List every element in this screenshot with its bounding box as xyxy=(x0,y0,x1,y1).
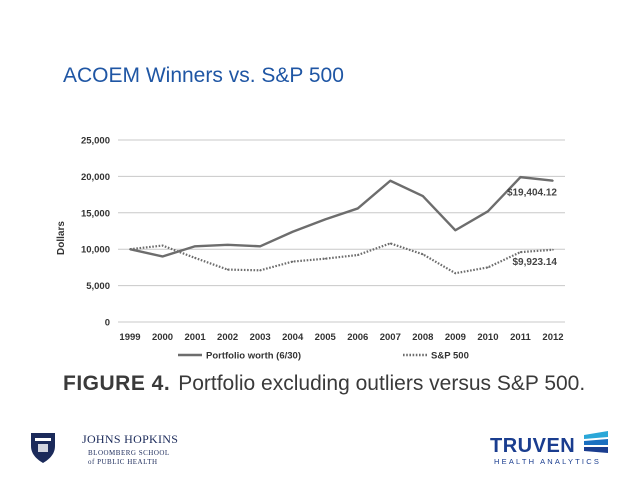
x-tick-label: 2003 xyxy=(250,332,271,343)
series-point-1 xyxy=(226,268,229,271)
x-tick-label: 1999 xyxy=(119,332,140,343)
chart-legend: Portfolio worth (6/30) S&P 500 xyxy=(178,351,469,362)
x-tick-label: 2006 xyxy=(347,332,368,343)
figure-caption: FIGURE 4. Portfolio excluding outliers ve… xyxy=(63,372,585,396)
y-tick-label: 25,000 xyxy=(81,136,110,147)
series-point-0 xyxy=(291,230,294,233)
series-point-1 xyxy=(356,254,359,256)
series-point-1 xyxy=(161,244,164,247)
truven-tagline: HEALTH ANALYTICS xyxy=(494,457,602,466)
series-point-0 xyxy=(226,244,229,246)
figure-caption-text: Portfolio excluding outliers versus S&P … xyxy=(178,372,586,395)
x-tick-label: 2011 xyxy=(510,332,531,343)
x-tick-label: 2012 xyxy=(542,332,563,343)
series-point-1 xyxy=(291,260,294,263)
chart-end-labels: $19,404.12 $9,923.14 xyxy=(507,188,557,268)
x-tick-label: 2008 xyxy=(412,332,433,343)
y-axis-label: Dollars xyxy=(56,221,67,255)
x-tick-label: 2001 xyxy=(185,332,207,343)
y-tick-label: 20,000 xyxy=(81,172,110,183)
series-end-label-0: $19,404.12 xyxy=(507,188,557,199)
jh-school: BLOOMBERG SCHOOL xyxy=(88,449,170,457)
y-tick-label: 15,000 xyxy=(81,208,110,219)
series-point-1 xyxy=(454,272,457,275)
series-point-1 xyxy=(324,257,327,260)
chart-series xyxy=(129,175,554,275)
truven-mark-icon xyxy=(584,431,608,453)
y-tick-label: 10,000 xyxy=(81,245,110,256)
y-axis-ticks: 0 5,000 10,000 15,000 20,000 25,000 xyxy=(81,136,110,329)
series-point-0 xyxy=(194,245,196,248)
figure-label: FIGURE 4. xyxy=(63,372,171,395)
truven-logo: TRUVEN HEALTH ANALYTICS xyxy=(490,431,615,475)
chart-gridlines xyxy=(118,139,565,323)
jh-school-sub: of PUBLIC HEALTH xyxy=(88,458,158,466)
x-tick-label: 2000 xyxy=(152,332,173,343)
x-tick-label: 2007 xyxy=(380,332,401,343)
series-point-0 xyxy=(454,229,457,232)
jh-name: JOHNS HOPKINS xyxy=(82,432,179,446)
y-tick-label: 5,000 xyxy=(86,281,110,292)
x-tick-label: 2004 xyxy=(282,332,304,343)
series-point-1 xyxy=(389,242,392,245)
series-end-label-1: $9,923.14 xyxy=(513,257,558,268)
slide-title: ACOEM Winners vs. S&P 500 xyxy=(63,64,344,87)
johns-hopkins-logo: JOHNS HOPKINS BLOOMBERG SCHOOL of PUBLIC… xyxy=(30,430,178,470)
series-point-0 xyxy=(487,210,489,213)
series-point-1 xyxy=(487,266,489,269)
legend-label-1: S&P 500 xyxy=(431,351,469,362)
series-point-0 xyxy=(356,207,359,210)
series-point-0 xyxy=(422,195,424,197)
legend-label-0: Portfolio worth (6/30) xyxy=(206,351,301,362)
y-tick-label: 0 xyxy=(105,318,110,329)
x-tick-label: 2009 xyxy=(445,332,466,343)
x-tick-label: 2002 xyxy=(217,332,238,343)
series-point-0 xyxy=(324,218,327,221)
truven-name: TRUVEN xyxy=(490,435,576,457)
series-point-0 xyxy=(552,179,554,182)
x-tick-label: 2010 xyxy=(477,332,498,343)
series-point-1 xyxy=(552,248,554,251)
series-point-0 xyxy=(519,176,522,178)
x-axis-ticks: 1999 2000 2001 2002 2003 2004 2005 2006 2007 2008… xyxy=(119,332,563,343)
x-tick-label: 2005 xyxy=(315,332,337,343)
series-point-1 xyxy=(259,269,261,272)
series-point-1 xyxy=(129,248,131,250)
series-point-1 xyxy=(519,251,522,253)
series-point-1 xyxy=(422,253,424,256)
series-line-0 xyxy=(129,175,554,258)
series-point-0 xyxy=(389,179,392,182)
series-point-0 xyxy=(161,255,164,258)
series-point-1 xyxy=(194,257,196,259)
series-point-0 xyxy=(259,245,261,248)
shield-icon xyxy=(31,433,55,463)
